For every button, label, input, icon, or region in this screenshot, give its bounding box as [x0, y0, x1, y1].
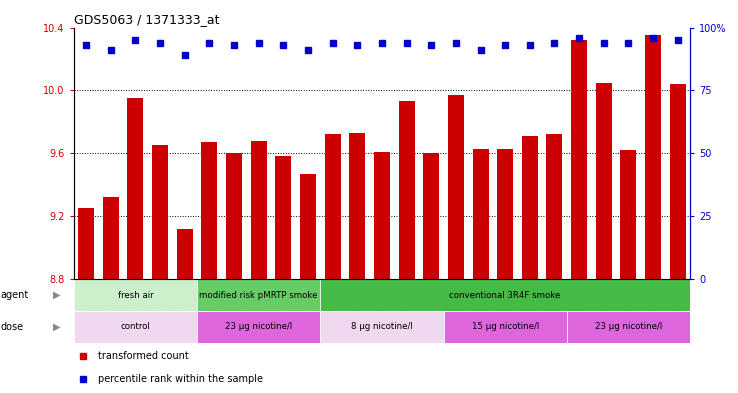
Bar: [176, 229, 193, 279]
Bar: [325, 134, 341, 279]
Bar: [78, 208, 94, 279]
Text: GDS5063 / 1371333_at: GDS5063 / 1371333_at: [74, 13, 219, 26]
Bar: [444, 311, 567, 343]
Text: 15 μg nicotine/l: 15 μg nicotine/l: [472, 323, 539, 331]
Text: 23 μg nicotine/l: 23 μg nicotine/l: [225, 323, 292, 331]
Text: agent: agent: [1, 290, 29, 300]
Text: ▶: ▶: [53, 290, 61, 300]
Bar: [103, 197, 119, 279]
Bar: [522, 136, 538, 279]
Bar: [226, 153, 242, 279]
Bar: [201, 142, 218, 279]
Bar: [423, 153, 439, 279]
Text: ▶: ▶: [53, 322, 61, 332]
Text: transformed count: transformed count: [98, 351, 189, 361]
Bar: [669, 84, 686, 279]
Bar: [448, 95, 464, 279]
Bar: [472, 149, 489, 279]
Bar: [300, 174, 316, 279]
Bar: [546, 134, 562, 279]
Bar: [320, 311, 444, 343]
Bar: [74, 279, 197, 311]
Bar: [374, 152, 390, 279]
Bar: [275, 156, 292, 279]
Bar: [197, 279, 320, 311]
Bar: [152, 145, 168, 279]
Bar: [497, 149, 513, 279]
Bar: [320, 279, 690, 311]
Bar: [399, 101, 415, 279]
Bar: [567, 311, 690, 343]
Text: percentile rank within the sample: percentile rank within the sample: [98, 374, 263, 384]
Bar: [571, 40, 587, 279]
Bar: [128, 98, 143, 279]
Bar: [251, 141, 266, 279]
Text: control: control: [120, 323, 151, 331]
Bar: [645, 35, 661, 279]
Bar: [74, 311, 197, 343]
Text: dose: dose: [1, 322, 24, 332]
Text: fresh air: fresh air: [117, 290, 154, 299]
Bar: [596, 83, 612, 279]
Bar: [197, 311, 320, 343]
Text: modified risk pMRTP smoke: modified risk pMRTP smoke: [199, 290, 318, 299]
Text: 23 μg nicotine/l: 23 μg nicotine/l: [595, 323, 662, 331]
Bar: [349, 133, 365, 279]
Bar: [621, 150, 636, 279]
Text: 8 μg nicotine/l: 8 μg nicotine/l: [351, 323, 413, 331]
Text: conventional 3R4F smoke: conventional 3R4F smoke: [449, 290, 561, 299]
